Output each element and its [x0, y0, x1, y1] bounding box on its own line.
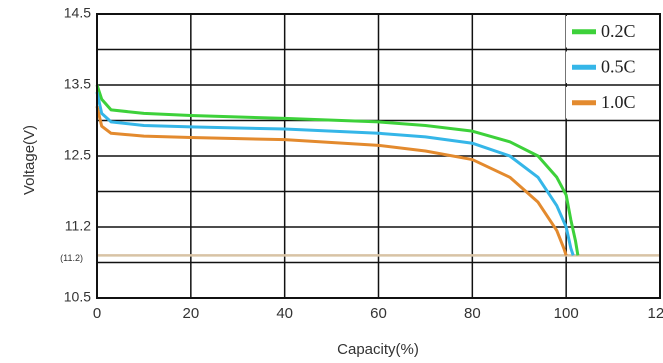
- x-tick-label: 0: [93, 305, 101, 322]
- y-tick-label: 11.2: [65, 218, 91, 234]
- series-line: [95, 91, 575, 256]
- cutoff-label: (11.2): [60, 253, 83, 263]
- legend-label: 0.2C: [601, 21, 636, 41]
- x-tick-label: 120: [647, 305, 663, 322]
- x-tick-label: 100: [554, 305, 579, 322]
- x-tick-label: 60: [370, 305, 387, 322]
- series-line: [95, 105, 568, 256]
- y-tick-label: 14.5: [64, 5, 91, 21]
- legend-label: 1.0C: [601, 92, 636, 112]
- legend-label: 0.5C: [601, 56, 636, 76]
- x-tick-label: 80: [464, 305, 481, 322]
- x-tick-label: 20: [182, 305, 199, 322]
- y-tick-label: 10.5: [64, 289, 91, 305]
- series-line: [95, 84, 580, 256]
- y-tick-label: 13.5: [64, 76, 91, 92]
- x-tick-label: 40: [276, 305, 293, 322]
- plot-frame: [96, 13, 661, 299]
- x-axis-label: Capacity(%): [337, 341, 419, 358]
- y-axis-label: Voltage(V): [21, 125, 38, 195]
- y-tick-label: 12.5: [64, 147, 91, 163]
